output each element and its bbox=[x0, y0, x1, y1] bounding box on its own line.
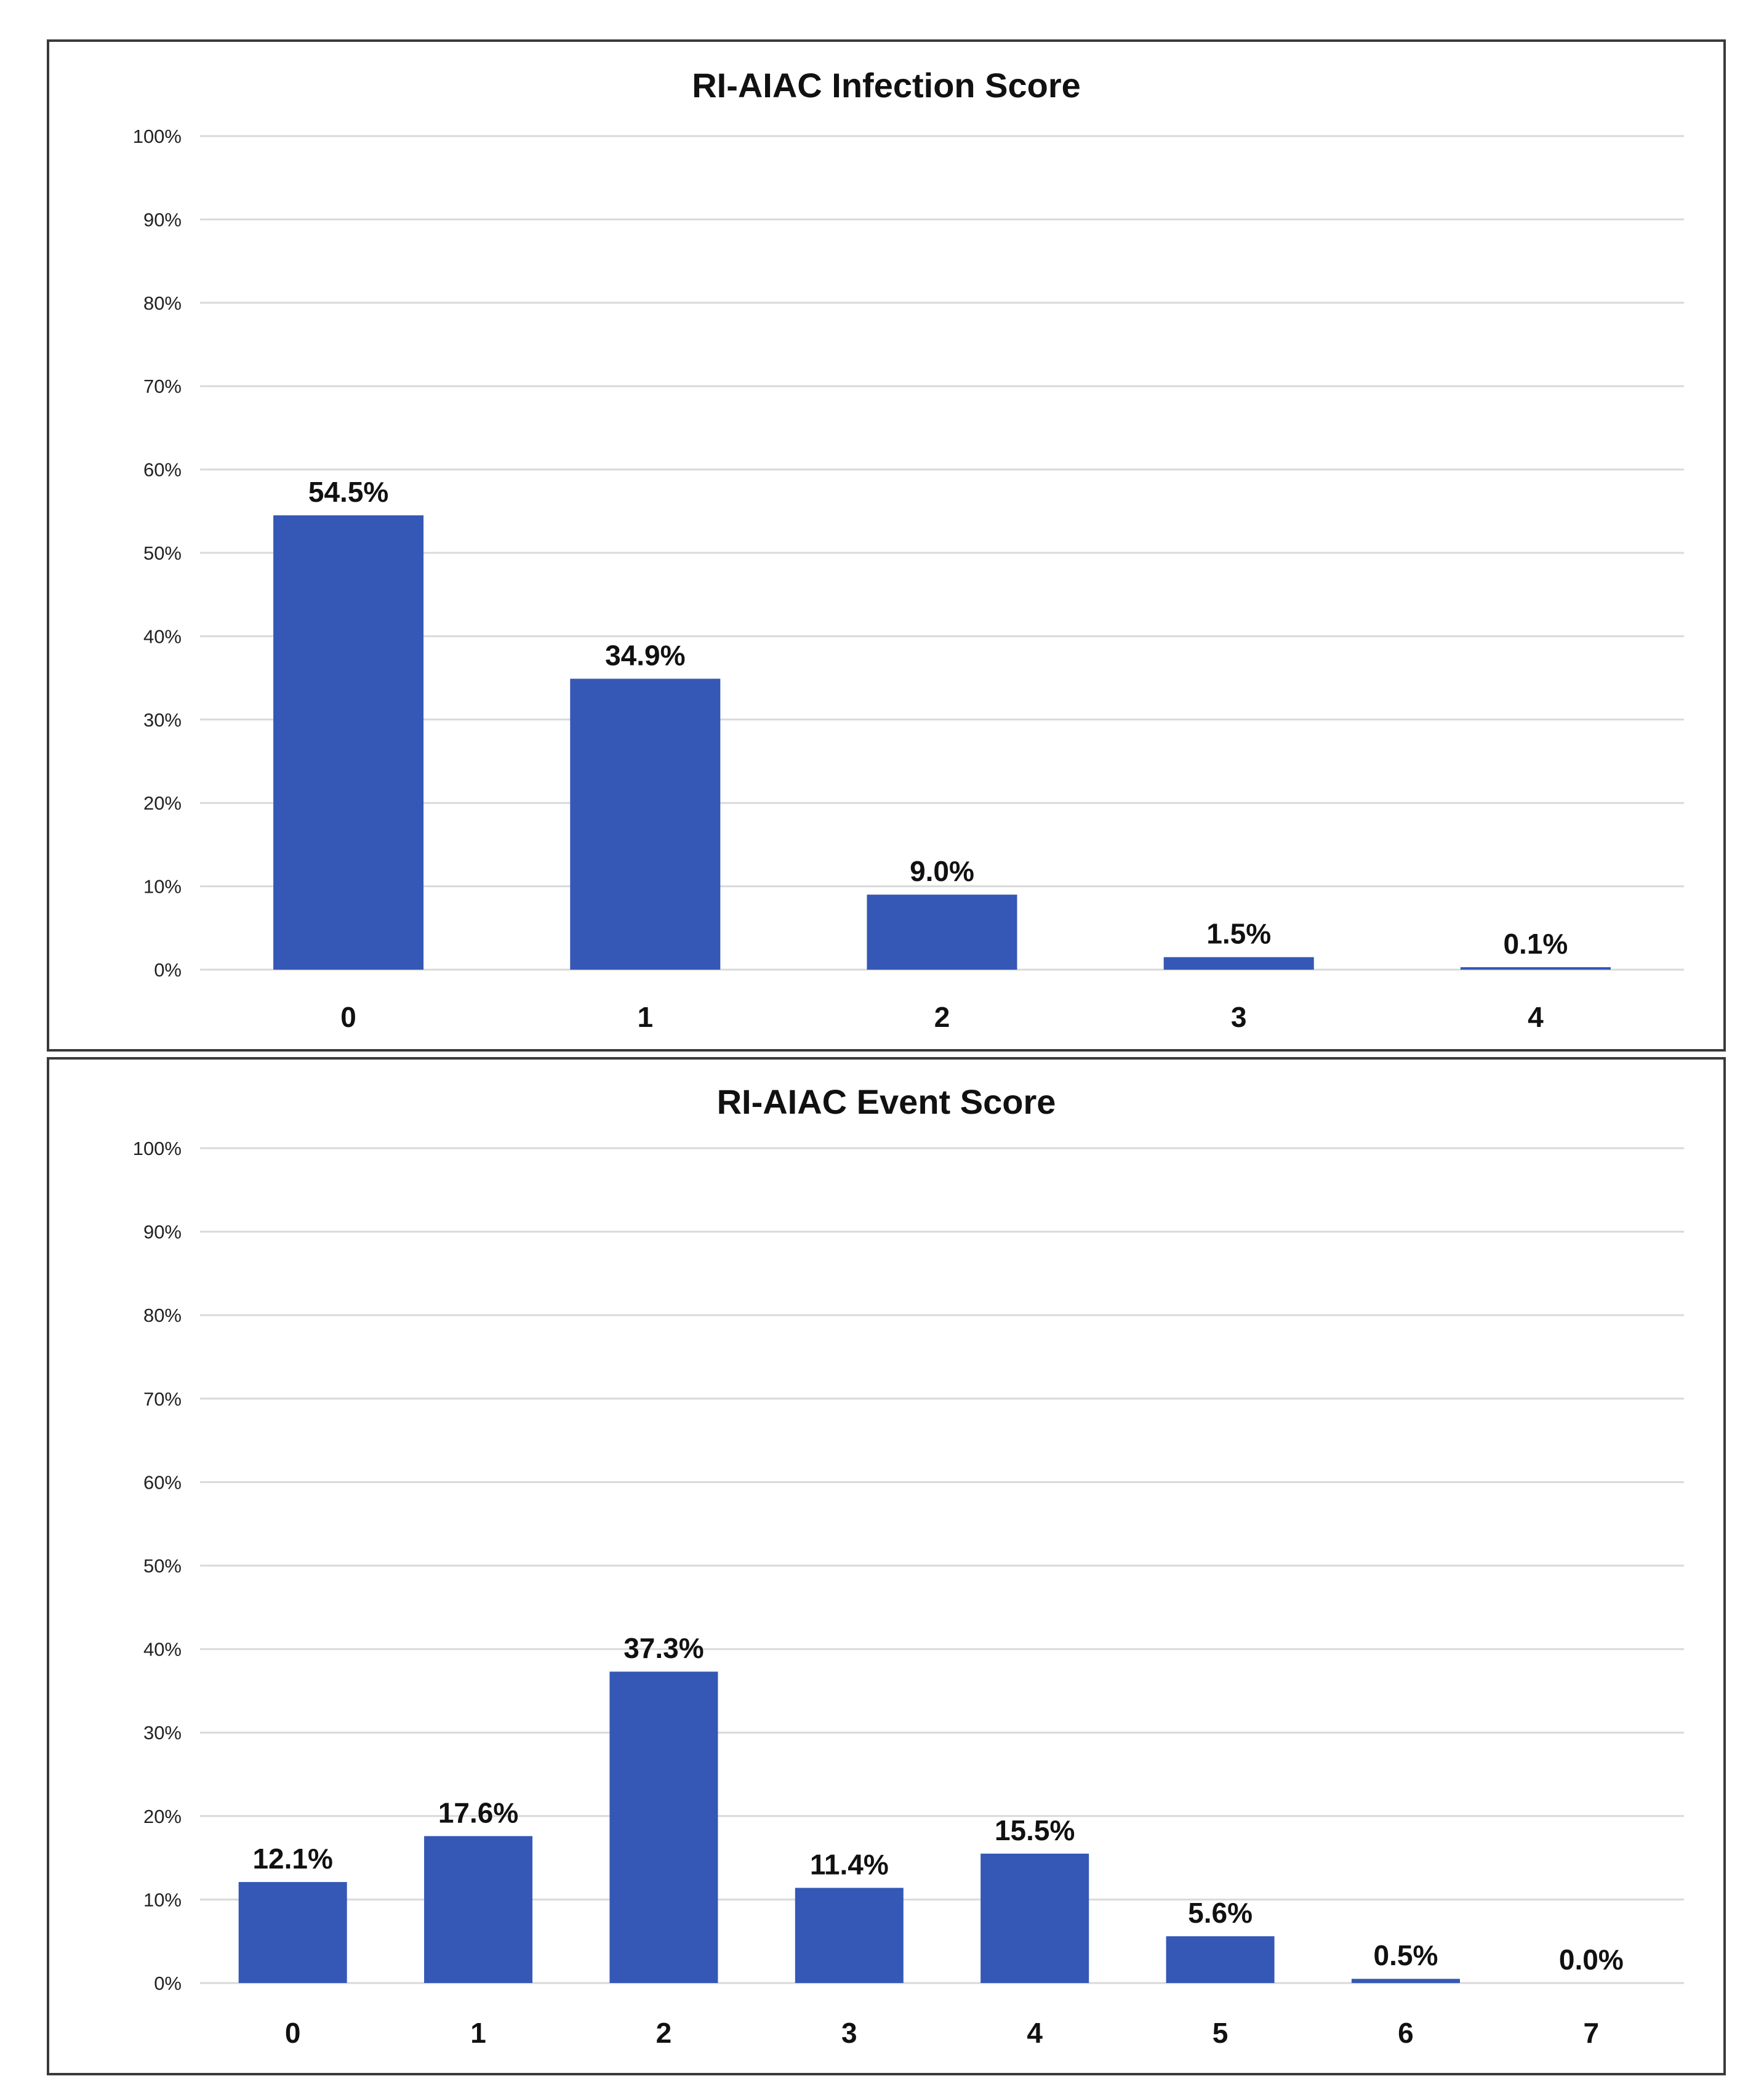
data-label: 54.5% bbox=[308, 476, 388, 508]
bar bbox=[867, 895, 1017, 970]
y-tick-label: 0% bbox=[154, 1973, 182, 1994]
data-label: 0.1% bbox=[1503, 928, 1568, 960]
data-label: 34.9% bbox=[605, 639, 685, 671]
data-label: 11.4% bbox=[810, 1848, 889, 1880]
x-tick-label: 3 bbox=[841, 2017, 857, 2049]
bar bbox=[1163, 957, 1314, 970]
bar bbox=[1166, 1936, 1275, 1983]
data-label: 12.1% bbox=[252, 1843, 332, 1875]
bar bbox=[795, 1888, 904, 1983]
y-tick-label: 10% bbox=[143, 1889, 182, 1910]
y-tick-label: 60% bbox=[143, 459, 182, 481]
y-tick-label: 10% bbox=[143, 876, 182, 898]
bar bbox=[609, 1672, 718, 1983]
x-tick-label: 4 bbox=[1528, 1001, 1544, 1033]
y-tick-label: 90% bbox=[143, 1221, 182, 1243]
y-tick-label: 20% bbox=[143, 792, 182, 814]
x-tick-label: 1 bbox=[470, 2017, 486, 2049]
bar bbox=[570, 678, 721, 970]
x-tick-label: 2 bbox=[656, 2017, 672, 2049]
y-tick-label: 30% bbox=[143, 1722, 182, 1744]
y-tick-label: 70% bbox=[143, 376, 182, 397]
y-tick-label: 70% bbox=[143, 1388, 182, 1410]
bar bbox=[980, 1853, 1089, 1983]
chart-title: RI-AIAC Event Score bbox=[717, 1082, 1056, 1121]
y-tick-label: 50% bbox=[143, 1555, 182, 1577]
y-tick-label: 60% bbox=[143, 1471, 182, 1493]
x-tick-label: 5 bbox=[1213, 2017, 1229, 2049]
x-tick-label: 2 bbox=[934, 1001, 950, 1033]
y-tick-label: 20% bbox=[143, 1806, 182, 1827]
bar bbox=[238, 1881, 347, 1983]
y-tick-label: 90% bbox=[143, 209, 182, 230]
gridlines bbox=[200, 1147, 1684, 1984]
event-score-chart-panel: RI-AIAC Event Score 0% 10% 20% 30% 40% 50% 60%… bbox=[47, 1057, 1726, 2075]
bar bbox=[273, 515, 424, 970]
bar bbox=[1460, 967, 1611, 970]
data-label: 9.0% bbox=[910, 855, 974, 887]
x-tick-label: 0 bbox=[285, 2017, 301, 2049]
data-label: 37.3% bbox=[623, 1632, 704, 1664]
y-tick-label: 40% bbox=[143, 1639, 182, 1660]
data-label: 17.6% bbox=[438, 1796, 518, 1828]
bar bbox=[1351, 1979, 1460, 1983]
x-tick-label: 6 bbox=[1398, 2017, 1414, 2049]
infection-score-chart: RI-AIAC Infection Score 0% 10% 20% 30% 40% 50… bbox=[133, 66, 1684, 1033]
bar bbox=[424, 1836, 533, 1983]
chart-title: RI-AIAC Infection Score bbox=[692, 66, 1081, 105]
y-tick-label: 40% bbox=[143, 626, 182, 647]
y-tick-label: 80% bbox=[143, 1305, 182, 1326]
y-tick-label: 100% bbox=[133, 1138, 182, 1159]
gridlines bbox=[200, 135, 1684, 971]
data-label: 0.0% bbox=[1559, 1944, 1624, 1976]
x-tick-label: 4 bbox=[1027, 2017, 1043, 2049]
data-label: 5.6% bbox=[1188, 1897, 1253, 1929]
x-tick-label: 7 bbox=[1584, 2017, 1600, 2049]
infection-score-chart-panel: RI-AIAC Infection Score 0% 10% 20% 30% 40% 50… bbox=[47, 39, 1726, 1052]
data-label: 0.5% bbox=[1374, 1939, 1438, 1971]
y-tick-label: 50% bbox=[143, 542, 182, 564]
data-label: 1.5% bbox=[1206, 918, 1271, 950]
x-tick-label: 0 bbox=[340, 1001, 356, 1033]
data-label: 15.5% bbox=[995, 1814, 1075, 1846]
y-tick-label: 0% bbox=[154, 959, 182, 981]
y-tick-label: 100% bbox=[133, 126, 182, 147]
x-tick-label: 1 bbox=[638, 1001, 654, 1033]
y-tick-label: 80% bbox=[143, 292, 182, 314]
x-tick-label: 3 bbox=[1231, 1001, 1247, 1033]
y-tick-label: 30% bbox=[143, 709, 182, 731]
event-score-chart: RI-AIAC Event Score 0% 10% 20% 30% 40% 50% 60%… bbox=[133, 1082, 1684, 2049]
